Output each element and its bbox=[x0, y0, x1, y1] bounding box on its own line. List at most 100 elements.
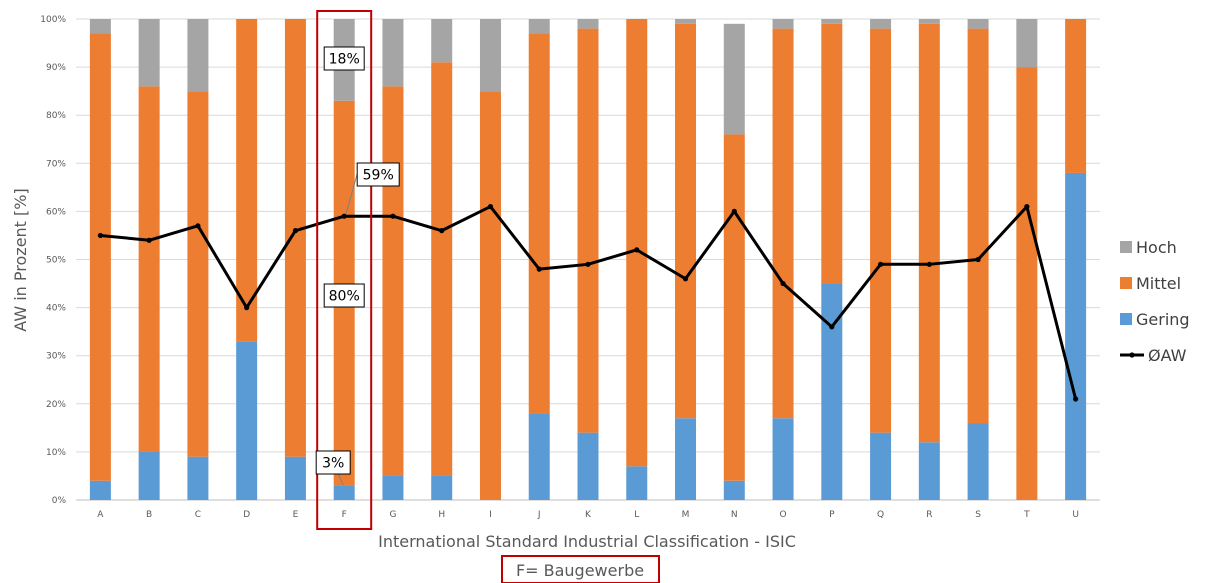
y-tick-label: 20% bbox=[46, 400, 66, 410]
y-tick-label: 0% bbox=[52, 496, 67, 506]
legend-label-oaw: ØAW bbox=[1148, 346, 1187, 365]
bar-mittel-j bbox=[528, 33, 550, 414]
legend-label-gering: Gering bbox=[1136, 310, 1190, 329]
legend-label-hoch: Hoch bbox=[1136, 238, 1177, 257]
bar-hoch-o bbox=[772, 19, 794, 29]
x-tick-label: G bbox=[389, 510, 396, 520]
bar-hoch-q bbox=[870, 19, 892, 29]
x-tick-label: D bbox=[243, 510, 250, 520]
y-tick-label: 30% bbox=[46, 352, 66, 362]
bar-gering-n bbox=[723, 480, 745, 500]
x-tick-label: C bbox=[195, 510, 201, 520]
callout-box bbox=[323, 46, 365, 71]
avg-point bbox=[682, 276, 689, 282]
y-tick-label: 50% bbox=[46, 256, 66, 266]
bar-mittel-h bbox=[431, 62, 453, 476]
bar-gering-l bbox=[626, 466, 648, 500]
bar-mittel-p bbox=[821, 23, 843, 284]
x-axis-ticks: A B C D E F G H I J K L M N O P Q R S T U bbox=[97, 510, 1079, 520]
legend: Hoch Mittel Gering ØAW bbox=[1120, 238, 1190, 365]
x-tick-label: T bbox=[1023, 510, 1030, 520]
bar-hoch-k bbox=[577, 19, 599, 29]
bar-hoch-g bbox=[382, 19, 404, 87]
avg-point bbox=[536, 266, 542, 272]
bar-hoch-t bbox=[1016, 19, 1038, 68]
bar-mittel-i bbox=[479, 91, 501, 501]
y-tick-label: 80% bbox=[46, 111, 66, 121]
bar-mittel-a bbox=[89, 33, 111, 481]
y-axis-ticks: 0% 10% 20% 30% 40% 50% 60% 70% 80% 90% 100% bbox=[40, 15, 66, 506]
x-tick-label: U bbox=[1072, 510, 1079, 520]
bar-mittel-g bbox=[382, 86, 404, 476]
bar-hoch-c bbox=[187, 19, 209, 92]
highlight-note: F= Baugewerbe bbox=[516, 561, 644, 580]
bar-mittel-e bbox=[284, 19, 306, 457]
avg-point bbox=[877, 261, 884, 267]
bar-gering-j bbox=[528, 413, 550, 500]
legend-swatch-mittel bbox=[1120, 277, 1132, 289]
x-tick-label: O bbox=[780, 510, 787, 520]
callout-label: 59% bbox=[363, 168, 394, 184]
avg-point bbox=[439, 228, 445, 234]
bar-hoch-a bbox=[89, 19, 111, 34]
callout-label: 3% bbox=[322, 456, 344, 472]
bar-mittel-m bbox=[675, 23, 697, 419]
bar-gering-o bbox=[772, 418, 794, 500]
bar-hoch-r bbox=[918, 19, 940, 24]
callout-leader bbox=[345, 173, 358, 214]
avg-point bbox=[292, 228, 299, 234]
bar-hoch-s bbox=[967, 19, 989, 29]
bar-gering-q bbox=[870, 432, 892, 500]
legend-marker-avg bbox=[1129, 352, 1135, 358]
y-axis-title: AW in Prozent [%] bbox=[11, 188, 30, 331]
bar-mittel-d bbox=[236, 19, 258, 342]
note-box bbox=[501, 555, 660, 583]
avg-point bbox=[926, 261, 932, 267]
bar-gering-m bbox=[675, 418, 697, 500]
x-tick-label: M bbox=[682, 510, 690, 520]
x-tick-label: J bbox=[537, 510, 541, 520]
callout-box bbox=[323, 283, 365, 308]
x-tick-label: I bbox=[489, 510, 492, 520]
x-tick-label: N bbox=[731, 510, 738, 520]
avg-point bbox=[1024, 203, 1030, 210]
bar-hoch-h bbox=[431, 19, 453, 63]
avg-point bbox=[585, 261, 591, 267]
annotations: 18% 59% 80% 3% bbox=[315, 46, 400, 486]
bar-gering-e bbox=[284, 456, 306, 500]
avg-line bbox=[97, 203, 1079, 402]
bar-mittel-s bbox=[967, 28, 989, 424]
bar-gering-p bbox=[821, 283, 843, 500]
y-tick-label: 70% bbox=[46, 159, 66, 169]
avg-point bbox=[390, 213, 396, 219]
bar-gering-r bbox=[918, 442, 940, 500]
x-tick-label: S bbox=[975, 510, 981, 520]
highlight bbox=[316, 10, 373, 530]
bar-mittel-k bbox=[577, 28, 599, 433]
x-tick-label: R bbox=[926, 510, 932, 520]
x-tick-label: L bbox=[634, 510, 639, 520]
bar-mittel-b bbox=[138, 86, 160, 452]
x-axis-title: International Standard Industrial Classi… bbox=[378, 532, 796, 551]
bar-mittel-q bbox=[870, 28, 892, 433]
bar-mittel-n bbox=[723, 134, 745, 481]
bar-gering-d bbox=[236, 341, 258, 500]
avg-point bbox=[341, 213, 347, 219]
bar-mittel-u bbox=[1065, 19, 1087, 173]
x-tick-label: B bbox=[146, 510, 152, 520]
bars bbox=[89, 19, 1087, 501]
y-tick-label: 60% bbox=[46, 207, 66, 217]
avg-point bbox=[975, 256, 981, 263]
legend-swatch-hoch bbox=[1120, 241, 1132, 253]
bar-mittel-r bbox=[918, 23, 940, 443]
avg-point bbox=[195, 223, 201, 229]
bar-gering-c bbox=[187, 456, 209, 500]
y-tick-label: 90% bbox=[46, 63, 66, 73]
legend-label-mittel: Mittel bbox=[1136, 274, 1181, 293]
avg-point bbox=[829, 324, 835, 330]
avg-point bbox=[146, 237, 152, 243]
bar-gering-s bbox=[967, 423, 989, 500]
bar-hoch-m bbox=[675, 19, 697, 24]
x-tick-label: P bbox=[829, 510, 835, 520]
